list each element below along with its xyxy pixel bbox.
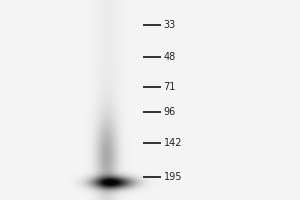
Text: 195: 195 xyxy=(164,172,182,182)
Text: 33: 33 xyxy=(164,20,176,30)
Text: 71: 71 xyxy=(164,82,176,92)
Text: 48: 48 xyxy=(164,52,176,62)
Text: 142: 142 xyxy=(164,138,182,148)
Text: 96: 96 xyxy=(164,107,176,117)
